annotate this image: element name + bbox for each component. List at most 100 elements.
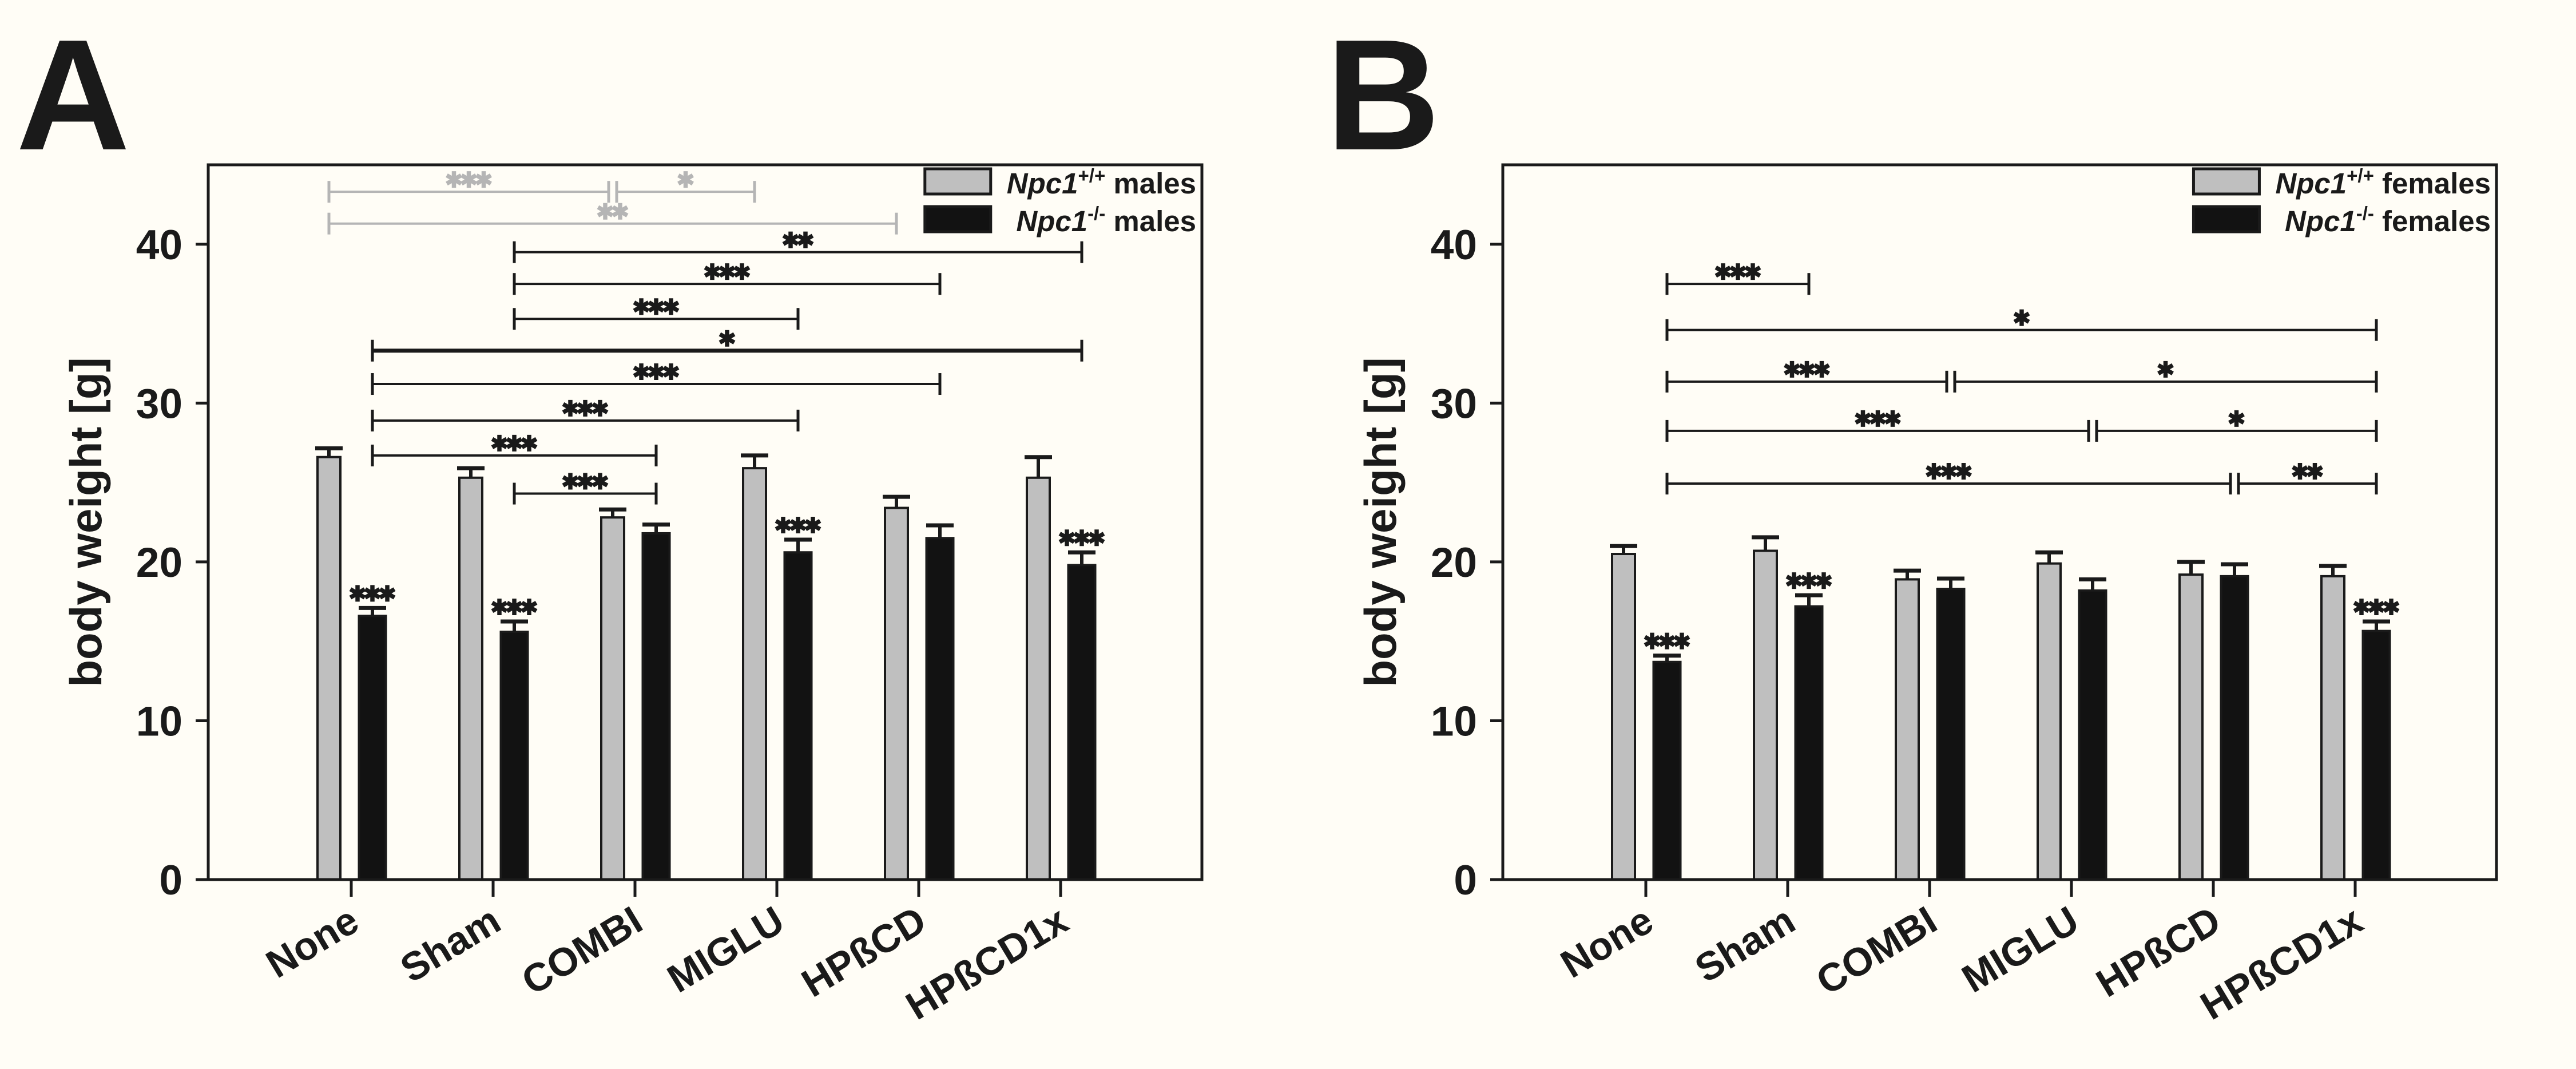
y-tick-label: 20	[136, 540, 182, 586]
bracket-stars	[562, 473, 609, 490]
asterisk-glyphs	[633, 298, 680, 315]
legend-row-knockout: Npc1-/- females	[2192, 203, 2491, 237]
legend-label: Npc1+/+ males	[1007, 165, 1196, 200]
bar-a-COMBI-s1	[641, 532, 671, 881]
y-tick-label: 20	[1431, 540, 1477, 586]
bracket-stars	[719, 330, 736, 347]
x-category-label-HPßCD1x: HPßCD1x	[899, 898, 1075, 1028]
axes-box	[1501, 163, 2498, 881]
x-category-label-MIGLU: MIGLU	[660, 898, 792, 1001]
bar-a-Sham-s1	[499, 631, 529, 881]
bar-a-COMBI-s0	[600, 516, 625, 881]
asterisk-glyphs	[2157, 361, 2174, 378]
asterisk-glyphs	[491, 434, 538, 452]
asterisk-glyphs	[2013, 309, 2030, 326]
comparison-bracket-b-6	[1665, 463, 2232, 495]
legend-row-wildtype: Npc1+/+ females	[2192, 165, 2491, 200]
bracket-stars	[1926, 463, 1972, 480]
bar-a-MIGLU-s0	[742, 467, 767, 881]
legend-label: Npc1-/- males	[1016, 203, 1196, 237]
bracket-stars	[782, 231, 814, 248]
asterisk-glyphs	[2228, 410, 2245, 427]
bracket-stars	[2157, 361, 2174, 378]
comparison-bracket-a-1	[615, 171, 756, 203]
bar-a-HPßCD1x-s0	[1026, 476, 1051, 881]
bracket-stars	[562, 399, 609, 417]
comparison-bracket-a-6	[371, 330, 1083, 362]
series-knockout	[358, 522, 1097, 881]
axes-box	[207, 163, 1204, 881]
legend-gene: Npc1	[1016, 205, 1087, 237]
legend-cohort: males	[1105, 205, 1196, 237]
sig-stars-a-None	[349, 585, 396, 602]
comparison-bracket-a-3	[513, 231, 1083, 263]
asterisk-glyphs	[704, 263, 751, 280]
asterisk-glyphs	[1926, 463, 1972, 480]
comparison-bracket-a-10	[513, 473, 658, 505]
x-category-label-None: None	[1553, 898, 1661, 987]
asterisk-glyphs	[1714, 263, 1761, 280]
bracket-stars	[446, 171, 492, 188]
legend-gene: Npc1	[1007, 167, 1078, 200]
y-tick-label: 0	[1454, 857, 1477, 904]
comparison-bracket-b-3	[1953, 361, 2378, 393]
comparison-bracket-b-0	[1665, 263, 1811, 295]
bracket-stars	[2292, 463, 2323, 480]
y-tick-label: 40	[136, 222, 182, 268]
asterisk-glyphs	[2292, 463, 2323, 480]
asterisk-glyphs	[782, 231, 814, 248]
sig-stars-b-None	[1644, 632, 1690, 650]
bar-b-COMBI-s0	[1895, 578, 1920, 881]
asterisk-glyphs	[719, 330, 736, 347]
y-axis-title: body weight [g]	[1355, 357, 1406, 687]
bracket-stars	[1855, 410, 1901, 427]
y-tick-label: 40	[1431, 222, 1477, 268]
bar-b-Sham-s0	[1753, 549, 1778, 881]
bar-b-None-s0	[1611, 553, 1636, 881]
y-tick-label: 0	[159, 857, 182, 904]
comparison-bracket-b-5	[2095, 410, 2378, 442]
legend-cohort: males	[1105, 167, 1196, 200]
series-wildtype	[1610, 535, 2347, 881]
x-category-label-None: None	[259, 898, 366, 987]
legend-gene: Npc1	[2275, 167, 2347, 200]
bar-b-Sham-s1	[1794, 605, 1824, 881]
asterisk-glyphs	[2353, 598, 2400, 615]
legend-genotype-superscript: -/-	[1087, 203, 1105, 224]
legend-gene: Npc1	[2285, 205, 2356, 237]
sig-stars-a-Sham	[491, 598, 538, 615]
y-axis-title: body weight [g]	[61, 357, 111, 687]
bracket-stars	[633, 363, 680, 381]
asterisk-glyphs	[491, 598, 538, 615]
comparison-bracket-a-0	[327, 171, 610, 203]
y-tick-label: 10	[136, 698, 182, 745]
bar-b-COMBI-s1	[1936, 588, 1966, 881]
bar-b-HPßCD-s0	[2178, 573, 2204, 881]
bracket-stars	[1784, 361, 1830, 378]
legend-swatch-black	[2192, 205, 2261, 233]
bar-b-HPßCD1x-s1	[2361, 629, 2391, 881]
legend-row-wildtype: Npc1+/+ males	[923, 165, 1196, 200]
legend-label: Npc1-/- females	[2285, 203, 2491, 237]
asterisk-glyphs	[1855, 410, 1901, 427]
y-tick-label: 30	[136, 381, 182, 427]
comparison-bracket-a-5	[513, 298, 800, 330]
x-category-label-Sham: Sham	[393, 898, 508, 991]
asterisk-glyphs	[1785, 572, 1832, 589]
sig-stars-b-Sham	[1785, 572, 1832, 589]
bracket-stars	[2013, 309, 2030, 326]
bracket-stars	[633, 298, 680, 315]
legend-row-knockout: Npc1-/- males	[923, 203, 1196, 237]
asterisk-glyphs	[633, 363, 680, 381]
asterisk-glyphs	[597, 203, 629, 220]
legend-genotype-superscript: +/+	[1078, 165, 1106, 186]
bracket-stars	[704, 263, 751, 280]
bar-b-None-s1	[1652, 660, 1682, 881]
x-category-label-Sham: Sham	[1688, 898, 1803, 991]
bar-b-MIGLU-s0	[2037, 562, 2062, 881]
bar-a-MIGLU-s1	[783, 551, 813, 881]
series-wildtype	[315, 446, 1052, 881]
